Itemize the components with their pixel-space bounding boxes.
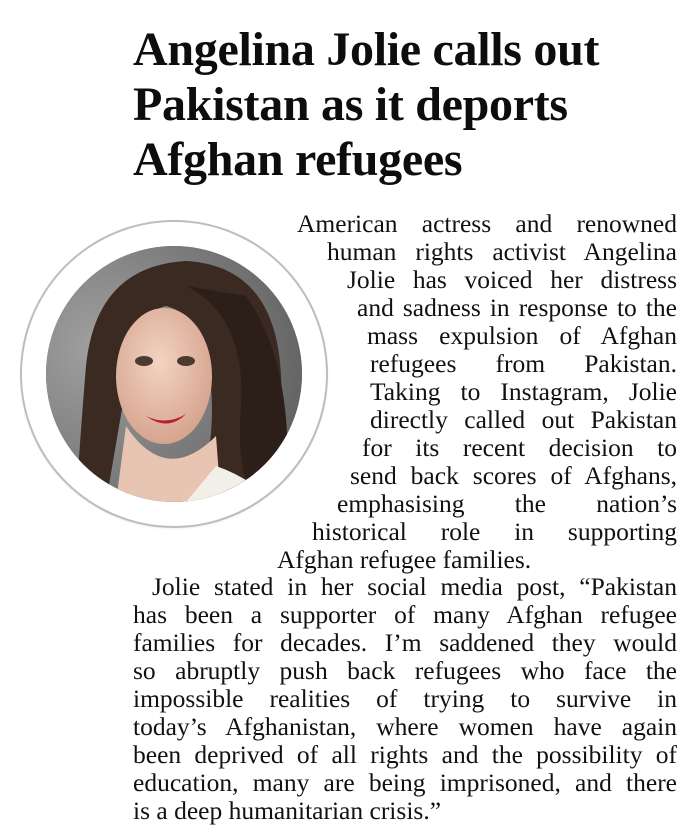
article-line: families for decades. I’m saddened they … — [133, 628, 677, 657]
article-line: and sadness in response to the — [357, 293, 677, 322]
article-line: has been a supporter of many Afghan refu… — [133, 600, 677, 629]
headline: Angelina Jolie calls out Pakistan as it … — [133, 22, 599, 187]
headline-line: Pakistan as it deports — [133, 78, 568, 131]
article-line: Taking to Instagram, Jolie — [370, 377, 677, 406]
article-line: is a deep humanitarian crisis.” — [133, 796, 442, 825]
article-line: historical role in supporting — [312, 517, 677, 546]
headline-line: Afghan refugees — [133, 133, 463, 186]
article-line: been deprived of all rights and the poss… — [133, 740, 677, 769]
portrait-photo — [46, 246, 302, 502]
article-line: Jolie stated in her social media post, “… — [152, 572, 677, 601]
article-line: for its recent decision to — [362, 433, 677, 462]
article-line: emphasising the nation’s — [337, 489, 677, 518]
article-line: impossible realities of trying to surviv… — [133, 684, 677, 713]
article-line: education, many are being imprisoned, an… — [133, 768, 677, 797]
article-line: human rights activist Angelina — [327, 237, 677, 266]
headline-line: Angelina Jolie calls out — [133, 23, 600, 76]
article-line: mass expulsion of Afghan — [367, 321, 677, 350]
article-line: refugees from Pakistan. — [370, 349, 677, 378]
article-line: directly called out Pakistan — [370, 405, 677, 434]
article-line: send back scores of Afghans, — [350, 461, 677, 490]
article-line: Jolie has voiced her distress — [347, 265, 677, 294]
article-line: today’s Afghanistan, where women have ag… — [133, 712, 677, 741]
portrait-photo-frame — [22, 222, 326, 526]
article-line: Afghan refugee families. — [277, 545, 532, 574]
article-line: American actress and renowned — [297, 209, 677, 238]
article-line: so abruptly push back refugees who face … — [133, 656, 677, 685]
